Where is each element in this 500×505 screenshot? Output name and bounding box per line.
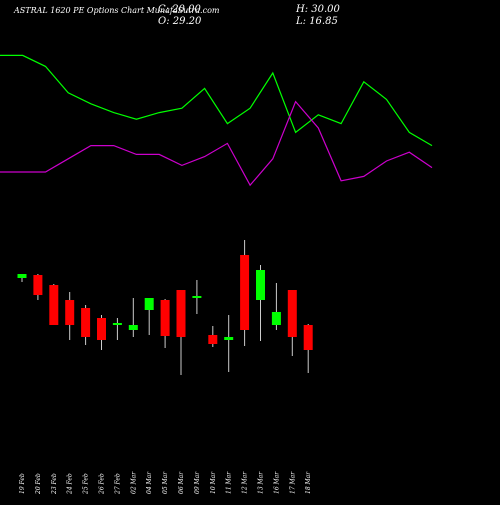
date-label: 25 Feb (83, 473, 90, 495)
candle (287, 290, 297, 356)
candle-body (256, 270, 265, 300)
candle (256, 265, 265, 341)
candle-body (224, 337, 234, 340)
candle-body (208, 335, 218, 344)
candle-body (97, 318, 106, 340)
date-label: 12 Mar (242, 471, 249, 494)
candle-body (287, 290, 297, 337)
date-label: 10 Mar (210, 471, 217, 494)
candle-body (65, 300, 75, 325)
candle-body (303, 325, 313, 350)
close-value: C: 20.00 (158, 4, 201, 15)
candle-body (240, 255, 250, 330)
date-label: 11 Mar (226, 471, 233, 494)
open-value: O: 29.20 (158, 16, 202, 27)
low-value: L: 16.85 (296, 16, 338, 27)
date-label: 13 Mar (258, 471, 265, 494)
chart-title: ASTRAL 1620 PE Options Chart MunafaSutra… (14, 6, 220, 15)
candle (49, 284, 59, 325)
date-label: 27 Feb (114, 473, 121, 495)
candle (128, 298, 138, 337)
candles (17, 240, 313, 375)
candle (176, 290, 186, 375)
date-label: 24 Feb (67, 473, 74, 495)
candle-body (144, 298, 154, 310)
date-labels: 19 Feb 20 Feb 23 Feb 24 Feb 25 Feb 26 Feb 27 F… (19, 471, 312, 495)
high-value: H: 30.00 (296, 4, 340, 15)
candle (97, 315, 106, 350)
date-label: 19 Feb (19, 473, 26, 494)
date-label: 09 Mar (194, 471, 201, 494)
candle (81, 305, 91, 345)
candle (144, 298, 154, 335)
candle (208, 326, 218, 347)
indicator-line-1 (0, 54, 433, 147)
candle (160, 299, 170, 348)
date-label: 06 Mar (178, 471, 185, 494)
date-label: 16 Mar (273, 471, 280, 494)
candle-body (176, 290, 186, 337)
candle (192, 280, 202, 314)
candle (33, 274, 43, 300)
candle-body (160, 300, 170, 336)
date-label: 02 Mar (130, 471, 137, 494)
candle-body (33, 275, 43, 295)
candle-body (112, 323, 122, 325)
indicator-lines (0, 54, 433, 187)
candle (271, 283, 281, 330)
date-label: 23 Feb (51, 473, 58, 495)
date-label: 18 Mar (305, 471, 312, 494)
date-label: 17 Mar (289, 471, 296, 494)
date-label: 05 Mar (162, 471, 169, 494)
candle (17, 274, 27, 282)
candle-body (128, 325, 138, 330)
candle (224, 315, 234, 372)
candle (240, 240, 250, 346)
candle-body (192, 296, 202, 298)
candle (303, 324, 313, 373)
candle (112, 318, 122, 340)
candle-body (17, 274, 27, 278)
date-label: 04 Mar (146, 471, 153, 494)
date-label: 20 Feb (35, 473, 42, 495)
candle (65, 292, 75, 340)
candle-body (81, 308, 91, 337)
indicator-line-2 (0, 100, 433, 187)
date-label: 26 Feb (99, 473, 106, 495)
candle-body (271, 312, 281, 325)
candle-body (49, 285, 59, 325)
